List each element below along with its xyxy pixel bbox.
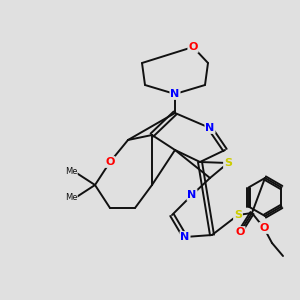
Text: N: N [188,190,196,200]
Text: Me: Me [65,194,77,202]
Text: O: O [235,227,245,237]
Text: S: S [224,158,232,168]
Text: O: O [105,157,115,167]
Text: N: N [170,89,180,99]
Text: N: N [206,123,214,133]
Text: Me: Me [65,167,77,176]
Text: O: O [259,223,269,233]
Text: O: O [188,42,198,52]
Text: N: N [180,232,190,242]
Text: S: S [234,210,242,220]
